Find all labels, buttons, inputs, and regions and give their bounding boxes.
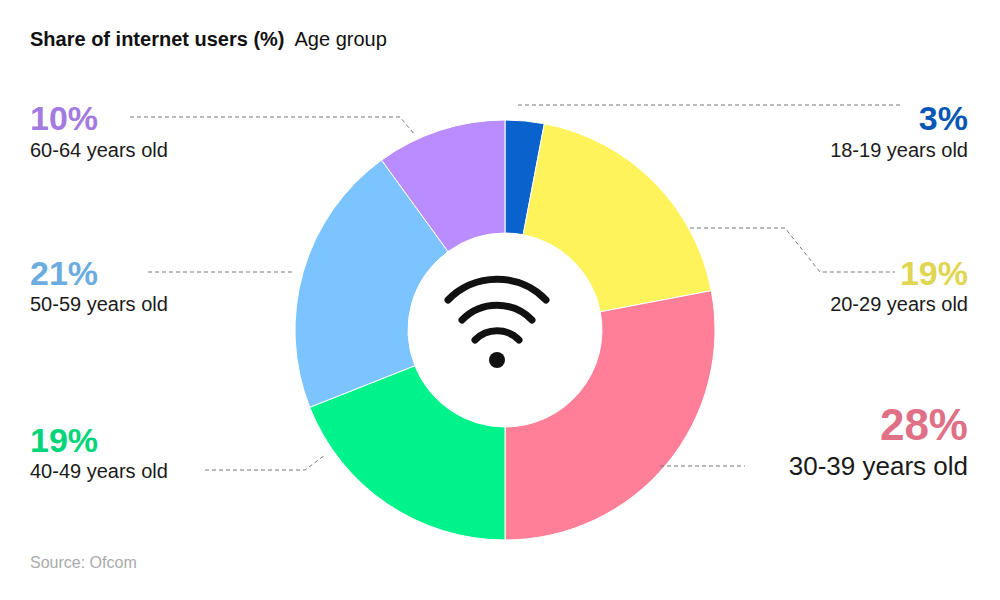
svg-text:60-64 years old: 60-64 years old	[30, 139, 168, 161]
svg-text:30-39 years old: 30-39 years old	[789, 451, 968, 481]
html-text:Age group: Age group	[294, 28, 387, 50]
svg-text:28%: 28%	[880, 400, 968, 449]
html-text:Source: Ofcom: Source: Ofcom	[30, 554, 137, 571]
svg-text:18-19 years old: 18-19 years old	[830, 139, 968, 161]
svg-text:19%: 19%	[900, 254, 968, 292]
html-text:Share of internet users (%): Share of internet users (%)	[30, 28, 285, 50]
svg-text:21%: 21%	[30, 254, 98, 292]
svg-text:50-59 years old: 50-59 years old	[30, 293, 168, 315]
svg-text:40-49 years old: 40-49 years old	[30, 460, 168, 482]
svg-text:10%: 10%	[30, 99, 98, 137]
svg-text:20-29 years old: 20-29 years old	[830, 293, 968, 315]
svg-text:19%: 19%	[30, 421, 98, 459]
svg-text:3%: 3%	[919, 99, 968, 137]
